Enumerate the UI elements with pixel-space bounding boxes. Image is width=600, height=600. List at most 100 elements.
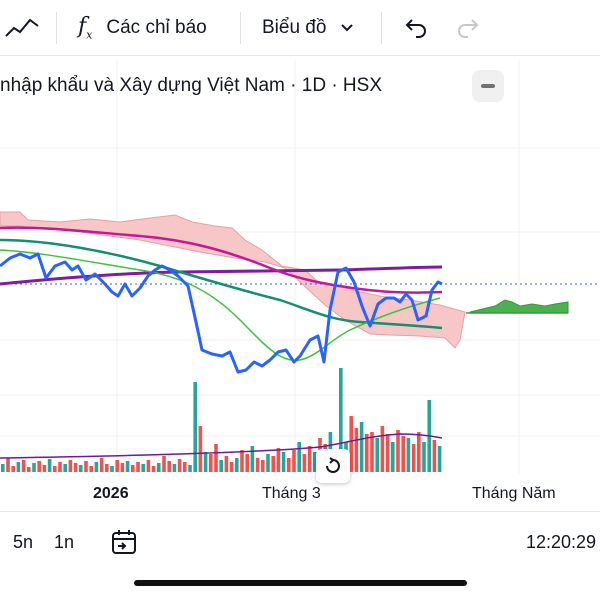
volume-bar (261, 460, 265, 472)
volume-bar (266, 454, 270, 472)
volume-bar (385, 434, 390, 472)
volume-bar (37, 461, 41, 472)
volume-bar (6, 458, 10, 472)
volume-bar (287, 458, 291, 472)
minus-icon (481, 84, 495, 88)
volume-bar (370, 432, 374, 472)
ichimoku-cloud-bearish (0, 211, 466, 349)
time-axis-label: 2026 (93, 485, 129, 502)
volume-bar (167, 461, 171, 472)
collapse-legend-button[interactable] (472, 70, 504, 102)
volume-bar (58, 462, 62, 472)
price-line (0, 252, 443, 374)
volume-bar (349, 416, 353, 472)
volume-bar (224, 456, 229, 472)
volume-bar (1, 464, 5, 472)
chart-style-button[interactable] (4, 0, 40, 56)
volume-bar (219, 460, 223, 472)
volume-bar (250, 446, 255, 472)
volume-bar (255, 458, 260, 472)
volume-bar (157, 463, 161, 472)
volume-bar (411, 444, 416, 472)
volume-bar (313, 452, 317, 472)
volume-bar (120, 463, 125, 472)
time-axis-label: Tháng 3 (262, 485, 321, 502)
time-axis-label: Tháng Năm (472, 485, 556, 502)
chart-type-dropdown[interactable]: Biểu đồ (262, 0, 354, 56)
redo-button[interactable] (456, 0, 482, 56)
volume-bar (245, 454, 249, 472)
volume-bar (21, 460, 26, 472)
chevron-down-icon (341, 24, 354, 32)
volume-bar (188, 465, 192, 472)
redo-icon (458, 19, 479, 38)
volume-bar (302, 454, 307, 472)
indicators-label: Các chỉ báo (106, 17, 207, 38)
clock-text: 12:20:29 (526, 531, 597, 552)
volume-bar (375, 438, 379, 472)
volume-bar (146, 460, 151, 472)
volume-bar (203, 452, 208, 472)
volume-bar (151, 466, 156, 472)
undo-icon (405, 19, 426, 38)
volume-bar (281, 452, 286, 472)
volume-bar (68, 460, 73, 472)
line-chart-icon (5, 18, 39, 37)
volume-bar (183, 462, 187, 472)
toolbar-separator (56, 12, 57, 44)
volume-bar (63, 464, 67, 472)
volume-bar (297, 442, 301, 472)
volume-bar (42, 465, 47, 472)
volume-bar (354, 428, 359, 472)
toolbar-separator (240, 12, 241, 44)
range-1n-button[interactable]: 1n (54, 512, 74, 572)
volume-bar (422, 442, 426, 472)
volume-ma-line (0, 433, 443, 459)
volume-bar (105, 464, 109, 472)
volume-bar (276, 448, 281, 472)
volume-bar (172, 464, 177, 472)
volume-bar (406, 438, 411, 472)
go-to-date-button[interactable] (110, 512, 138, 572)
volume-bar (432, 440, 437, 472)
volume-bar (47, 459, 52, 472)
volume-bar (79, 465, 83, 472)
volume-bar (214, 444, 218, 472)
toolbar-separator (381, 12, 382, 44)
volume-bar (125, 461, 130, 472)
reset-icon (326, 457, 340, 473)
volume-bar (177, 459, 182, 472)
volume-bar (292, 450, 296, 472)
volume-bar (131, 465, 135, 472)
range-5n-button[interactable]: 5n (13, 512, 33, 572)
function-icon: fx (78, 14, 93, 42)
volume-bar (391, 442, 395, 472)
volume-bar (365, 434, 369, 472)
volume-bar (380, 426, 385, 472)
indicators-button[interactable]: fx Các chỉ báo (78, 0, 207, 56)
volume-bar (396, 430, 400, 472)
volume-bar (99, 458, 104, 472)
volume-bar (115, 460, 119, 472)
chart-canvas[interactable] (0, 57, 600, 510)
price-chart[interactable] (0, 57, 600, 510)
range-label: 1n (54, 531, 75, 552)
ma-teal-line (0, 238, 443, 330)
undo-button[interactable] (402, 0, 428, 56)
volume-bar (235, 458, 239, 472)
symbol-title: nhập khẩu và Xây dựng Việt Nam · 1D · HS… (0, 75, 383, 96)
volume-bar (437, 446, 442, 472)
range-label: 5n (13, 531, 34, 552)
volume-bar (240, 450, 244, 472)
volume-bar (136, 462, 140, 472)
volume-bar (271, 456, 275, 472)
calendar-arrow-icon (112, 530, 136, 554)
clock: 12:20:29 (526, 512, 596, 572)
ma-magenta-line (0, 226, 443, 294)
volume-bar (73, 463, 78, 472)
reset-chart-button[interactable] (316, 449, 350, 483)
volume-bar (162, 456, 166, 472)
volume-bar (94, 462, 99, 472)
ma-green-line (0, 249, 441, 362)
volume-bar (229, 462, 234, 472)
